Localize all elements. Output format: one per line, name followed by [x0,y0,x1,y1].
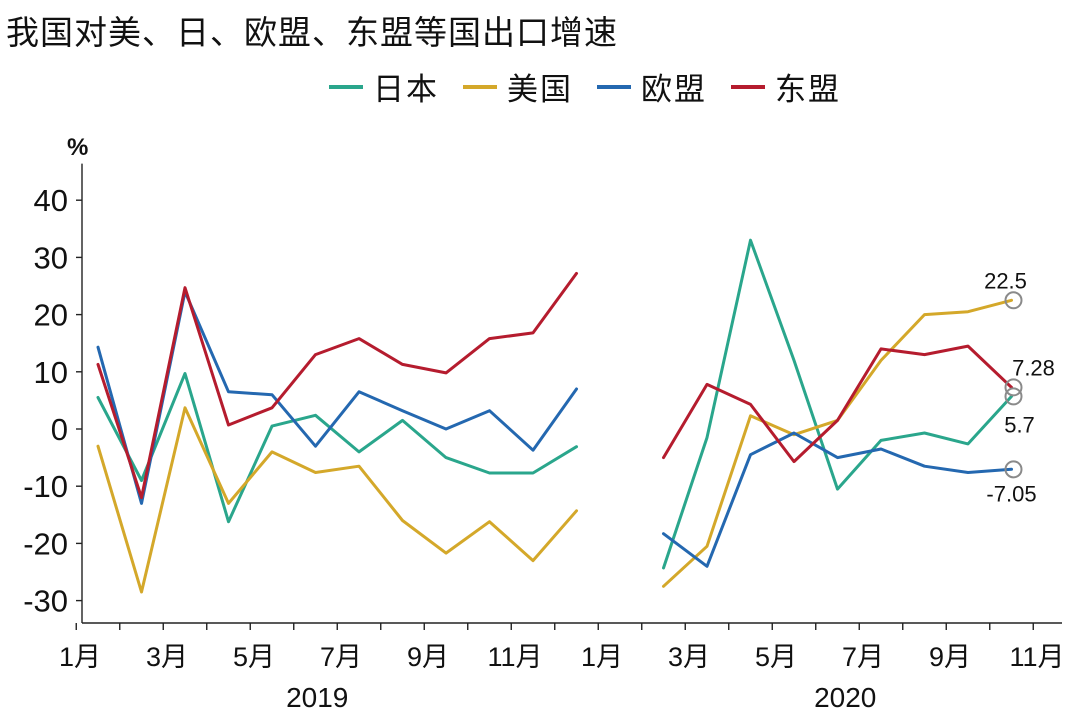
series-line-0-segment-0 [96,372,578,524]
legend-item-eu: 欧盟 [597,64,707,109]
series-line-0-segment-1 [662,238,1013,570]
end-marker [1004,291,1023,310]
legend-swatch-eu [597,84,631,89]
end-value-label: 7.28 [1012,355,1055,380]
legend-swatch-asean [731,84,765,89]
legend-swatch-usa [463,84,497,89]
legend-item-usa: 美国 [463,64,573,109]
x-tick-label: 5月 [233,642,275,672]
legend-item-asean: 东盟 [731,64,841,109]
series-line-3-segment-0 [96,271,578,500]
y-tick-label: 10 [34,355,68,390]
x-tick-label: 3月 [668,642,710,672]
x-year-label: 2020 [814,682,876,713]
end-marker [1004,460,1023,479]
series-lines [96,238,1013,594]
series-line-2-segment-1 [662,431,1013,568]
legend-item-japan: 日本 [329,64,439,109]
y-tick-label: 20 [34,298,68,333]
y-tick-label: 0 [51,412,68,447]
legend-label-japan: 日本 [373,72,439,108]
y-axis-unit: % [67,134,88,161]
x-year-label: 2019 [286,682,348,713]
legend-swatch-japan [329,84,363,89]
end-marker [1004,387,1023,406]
axes: 40 30 20 10 0 -10 -20 -30% 1月 3月 5月 7月 9月 11月 1月 3月 5月 7月… [23,134,1064,713]
y-tick-label: -10 [23,469,68,504]
legend-label-eu: 欧盟 [641,72,707,108]
x-tick-label: 9月 [407,642,449,672]
x-tick-label: 7月 [320,642,362,672]
x-tick-label: 7月 [842,642,884,672]
chart-title: 我国对美、日、欧盟、东盟等国出口增速 [6,13,618,52]
end-value-label: 5.7 [1004,412,1035,437]
legend-label-usa: 美国 [507,72,573,108]
y-tick-label: 30 [34,240,68,275]
x-tick-label: 9月 [929,642,971,672]
x-tick-label: 3月 [146,642,188,672]
x-tick-label: 5月 [755,642,797,672]
x-tick-label: 11月 [487,642,542,672]
x-tick-label: 11月 [1009,642,1064,672]
end-annotations: 22.5 7.28 5.7 -7.05 [984,268,1055,506]
legend: 日本 美国 欧盟 东盟 [0,64,1080,109]
legend-label-asean: 东盟 [775,72,841,108]
x-tick-label: 1月 [581,642,623,672]
x-tick-label: 1月 [59,642,101,672]
end-marker [1004,378,1023,397]
series-line-1-segment-0 [96,406,578,594]
end-value-label: 22.5 [984,268,1027,293]
series-line-3-segment-1 [662,344,1013,464]
end-value-label: -7.05 [986,481,1036,506]
y-tick-label: -30 [23,584,68,619]
y-tick-label: 40 [34,183,68,218]
y-tick-label: -20 [23,526,68,561]
